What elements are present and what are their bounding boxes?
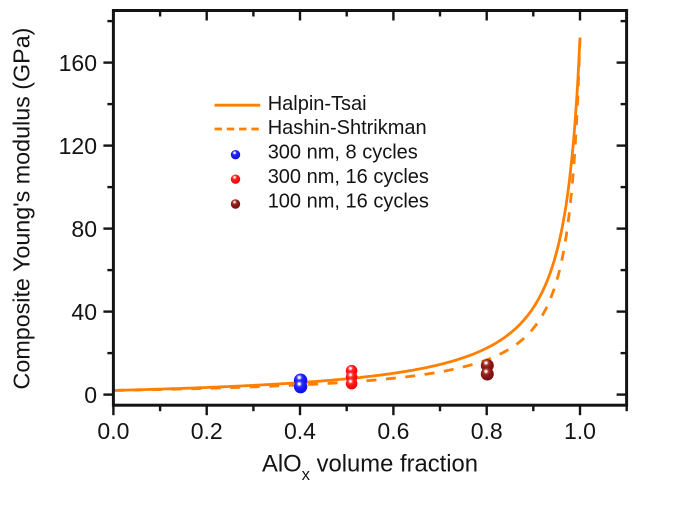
svg-text:0.6: 0.6 bbox=[377, 418, 409, 444]
svg-text:0.4: 0.4 bbox=[284, 418, 316, 444]
svg-text:300 nm, 8 cycles: 300 nm, 8 cycles bbox=[268, 141, 418, 163]
svg-text:300 nm, 16 cycles: 300 nm, 16 cycles bbox=[268, 166, 429, 188]
svg-text:80: 80 bbox=[71, 216, 97, 242]
svg-text:0.8: 0.8 bbox=[471, 418, 503, 444]
svg-text:0: 0 bbox=[84, 382, 97, 408]
svg-text:0.0: 0.0 bbox=[97, 418, 129, 444]
svg-text:0.2: 0.2 bbox=[191, 418, 223, 444]
svg-text:AlOx volume fraction: AlOx volume fraction bbox=[262, 451, 478, 485]
svg-text:160: 160 bbox=[59, 50, 97, 76]
svg-text:100 nm, 16 cycles: 100 nm, 16 cycles bbox=[268, 191, 429, 213]
svg-text:Composite Young's modulus (GPa: Composite Young's modulus (GPa) bbox=[9, 28, 35, 390]
svg-text:Halpin-Tsai: Halpin-Tsai bbox=[268, 93, 367, 115]
svg-text:40: 40 bbox=[71, 299, 97, 325]
svg-text:120: 120 bbox=[59, 133, 97, 159]
svg-text:Hashin-Shtrikman: Hashin-Shtrikman bbox=[268, 117, 427, 139]
svg-text:1.0: 1.0 bbox=[564, 418, 596, 444]
